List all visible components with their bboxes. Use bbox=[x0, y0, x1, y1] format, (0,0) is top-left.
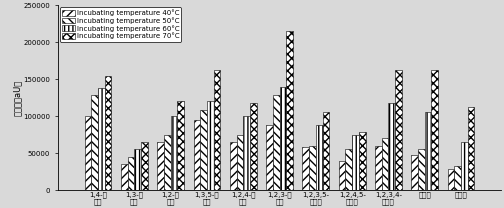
Bar bbox=[121, 164, 128, 190]
Bar bbox=[266, 125, 273, 190]
Bar bbox=[243, 116, 250, 190]
Bar bbox=[105, 76, 111, 190]
Bar bbox=[177, 101, 184, 190]
Bar bbox=[359, 132, 365, 190]
Bar bbox=[468, 107, 474, 190]
Bar bbox=[214, 70, 220, 190]
Bar bbox=[91, 95, 98, 190]
Bar bbox=[461, 142, 468, 190]
Bar bbox=[316, 125, 323, 190]
Bar bbox=[448, 169, 455, 190]
Bar bbox=[323, 113, 329, 190]
Bar bbox=[286, 31, 293, 190]
Bar bbox=[194, 120, 200, 190]
Bar bbox=[389, 103, 395, 190]
Bar bbox=[309, 146, 316, 190]
Bar bbox=[280, 87, 286, 190]
Bar bbox=[141, 142, 148, 190]
Bar bbox=[418, 150, 425, 190]
Bar bbox=[236, 135, 243, 190]
Bar bbox=[302, 147, 309, 190]
Bar bbox=[230, 142, 236, 190]
Bar bbox=[345, 150, 352, 190]
Bar bbox=[273, 95, 280, 190]
Y-axis label: 峰面积（aU）: 峰面积（aU） bbox=[13, 80, 22, 116]
Bar bbox=[431, 70, 438, 190]
Bar bbox=[411, 155, 418, 190]
Bar bbox=[164, 135, 171, 190]
Bar bbox=[455, 166, 461, 190]
Bar bbox=[98, 88, 105, 190]
Bar bbox=[135, 150, 141, 190]
Bar bbox=[157, 142, 164, 190]
Bar bbox=[339, 161, 345, 190]
Bar bbox=[200, 110, 207, 190]
Bar bbox=[128, 157, 135, 190]
Bar bbox=[425, 113, 431, 190]
Bar bbox=[395, 70, 402, 190]
Bar bbox=[375, 146, 382, 190]
Bar bbox=[207, 101, 214, 190]
Legend: Incubating temperature 40°C, Incubating temperature 50°C, Incubating temperature: Incubating temperature 40°C, Incubating … bbox=[60, 7, 181, 42]
Bar bbox=[250, 103, 257, 190]
Bar bbox=[171, 116, 177, 190]
Bar bbox=[382, 138, 389, 190]
Bar bbox=[85, 116, 91, 190]
Bar bbox=[352, 135, 359, 190]
